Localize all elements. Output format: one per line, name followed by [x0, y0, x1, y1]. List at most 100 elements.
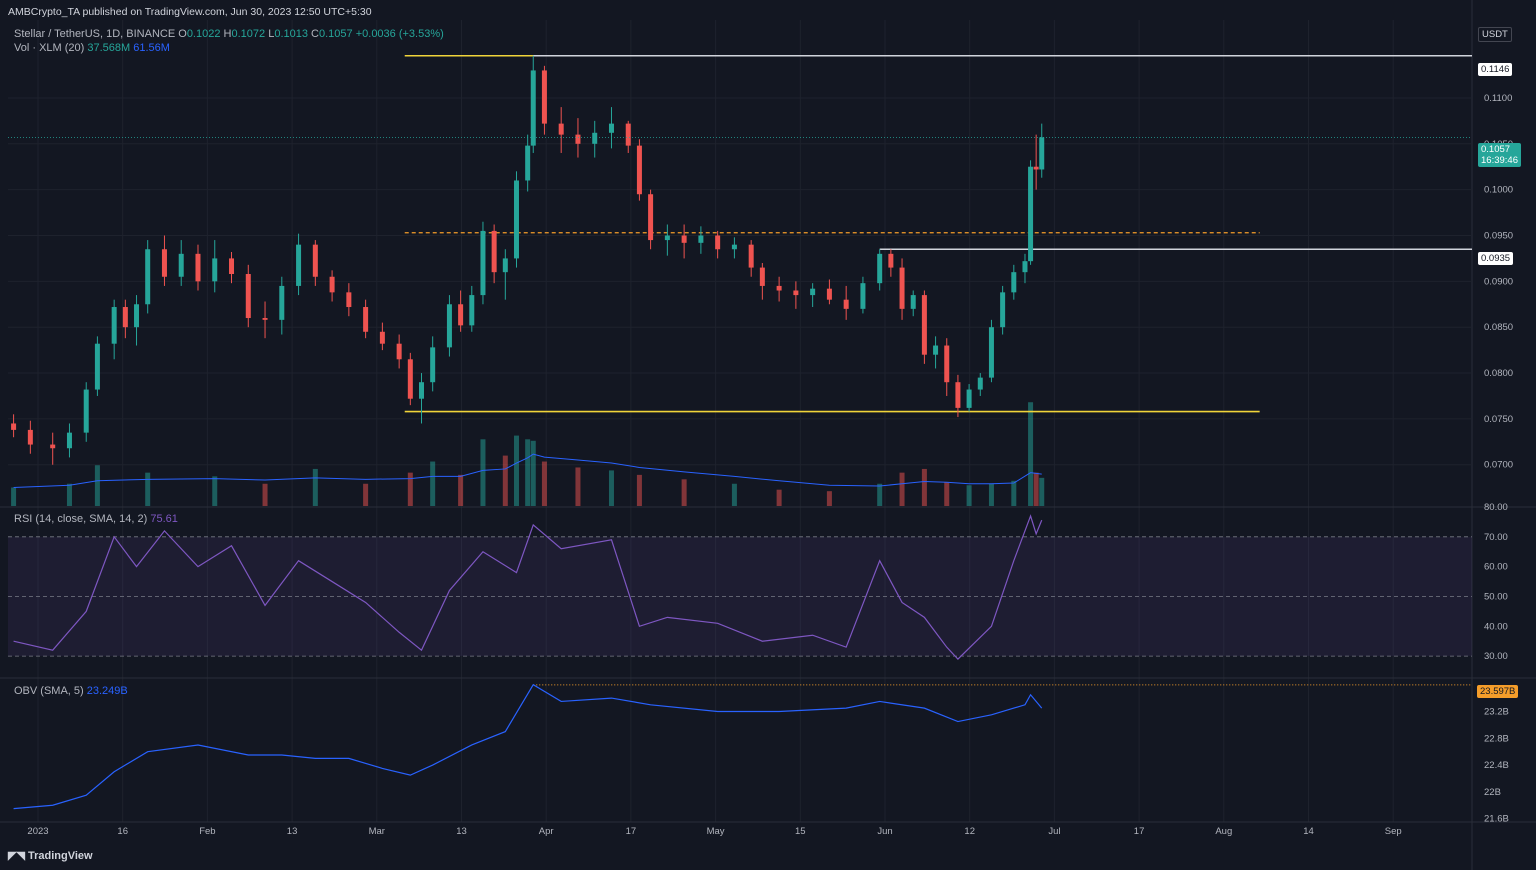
high-label: H — [223, 28, 232, 40]
volume-bar — [480, 439, 486, 506]
volume-bar — [1028, 402, 1034, 506]
candle-body — [94, 343, 100, 390]
volume-ma-line — [13, 453, 1042, 488]
obv-label[interactable]: OBV (SMA, 5) — [14, 685, 84, 697]
price-tick-label: 0.1000 — [1484, 185, 1513, 196]
volume-legend: Vol · XLM (20) 37.568M 61.56M — [14, 42, 170, 54]
volume-bar — [636, 474, 642, 506]
rsi-line — [13, 514, 1043, 660]
price-tick-label: 0.1100 — [1484, 93, 1512, 104]
volume-bar — [145, 472, 151, 506]
x-tick-label: Sep — [1385, 826, 1402, 837]
candle-body — [1011, 272, 1017, 293]
open-value: 0.1022 — [186, 28, 221, 40]
rsi-value: 75.61 — [150, 513, 178, 525]
candle-body — [491, 230, 497, 273]
volume-bar — [776, 489, 782, 506]
rsi-tick-label: 30.00 — [1484, 651, 1508, 662]
rsi-label[interactable]: RSI (14, close, SMA, 14, 2) — [14, 513, 148, 525]
rsi-tick-label: 40.00 — [1484, 621, 1508, 632]
candle-body — [312, 244, 318, 277]
volume-bar — [94, 465, 100, 506]
price-tick-label: 0.0950 — [1484, 230, 1513, 241]
candle-body — [161, 249, 167, 277]
x-tick-label: Feb — [199, 826, 215, 837]
candle-body — [229, 258, 235, 275]
candle-body — [469, 295, 475, 326]
candle-body — [122, 307, 128, 328]
candle-body — [664, 235, 670, 241]
candle-body — [262, 318, 268, 320]
volume-bar — [731, 483, 737, 506]
obv-tick-label: 23.2B — [1484, 706, 1509, 717]
candle-body — [430, 347, 436, 383]
tradingview-logo-icon: ◤◥ — [8, 850, 25, 862]
candle-body — [245, 274, 251, 319]
volume-bar — [66, 483, 72, 506]
volume-bar — [575, 467, 581, 506]
volume-label[interactable]: Vol · XLM (20) — [14, 42, 85, 54]
candle-body — [731, 244, 737, 250]
candle-body — [681, 235, 687, 243]
candle-body — [776, 285, 782, 291]
close-value: 0.1057 — [319, 28, 353, 40]
candle-body — [966, 389, 972, 408]
candle-body — [826, 288, 832, 300]
candle-body — [27, 429, 33, 445]
candle-body — [636, 145, 642, 195]
candle-body — [212, 258, 218, 282]
candle-body — [860, 283, 866, 309]
low-value: 0.1013 — [274, 28, 308, 40]
candle-body — [955, 382, 961, 408]
volume-value: 37.568M — [87, 42, 131, 54]
currency-button[interactable]: USDT — [1478, 27, 1512, 42]
rsi-tick-label: 70.00 — [1484, 532, 1508, 543]
brand-name: TradingView — [27, 850, 93, 862]
candle-body — [1039, 137, 1045, 170]
volume-bar — [1039, 477, 1045, 506]
obv-tick-label: 21.6B — [1484, 814, 1509, 825]
obv-tick-label: 22B — [1484, 787, 1501, 798]
volume-bar — [944, 482, 950, 506]
candle-body — [502, 258, 508, 273]
candle-body — [608, 123, 614, 133]
candle-body — [698, 235, 704, 243]
obv-legend: OBV (SMA, 5) 23.249B — [14, 685, 128, 697]
candle-body — [933, 345, 939, 355]
change-value: +0.0036 (+3.53%) — [355, 28, 444, 40]
volume-bar — [525, 439, 531, 506]
candle-body — [279, 285, 285, 320]
volume-bar — [921, 468, 927, 506]
candle-body — [1028, 166, 1034, 262]
price-label-mid: 0.0935 — [1478, 252, 1514, 265]
volume-bar — [212, 476, 218, 506]
candle-body — [888, 253, 894, 268]
volume-bar — [430, 461, 436, 506]
volume-bar — [899, 472, 905, 506]
volume-bar — [363, 483, 369, 506]
x-tick-label: Jul — [1048, 826, 1060, 837]
volume-bar — [608, 470, 614, 506]
candle-body — [759, 267, 765, 286]
candle-body — [625, 123, 631, 146]
candle-body — [877, 253, 883, 284]
price-tick-label: 0.0750 — [1484, 414, 1513, 425]
volume-bar — [681, 479, 687, 506]
symbol-title[interactable]: Stellar / TetherUS, 1D, BINANCE — [14, 28, 176, 40]
candle-body — [418, 382, 424, 399]
candle-body — [921, 295, 927, 355]
x-tick-label: 15 — [795, 826, 806, 837]
candle-body — [363, 307, 369, 332]
candle-body — [715, 235, 721, 250]
obv-tick-label: 22.4B — [1484, 760, 1509, 771]
volume-bar — [502, 455, 508, 506]
volume-bar — [513, 435, 519, 506]
candle-body — [446, 304, 452, 348]
price-tick-label: 0.0700 — [1484, 460, 1513, 471]
obv-value: 23.249B — [86, 685, 128, 697]
symbol-legend: Stellar / TetherUS, 1D, BINANCE O0.1022 … — [14, 28, 444, 40]
high-value: 0.1072 — [231, 28, 266, 40]
candle-body — [810, 288, 816, 296]
candle-body — [134, 304, 140, 328]
